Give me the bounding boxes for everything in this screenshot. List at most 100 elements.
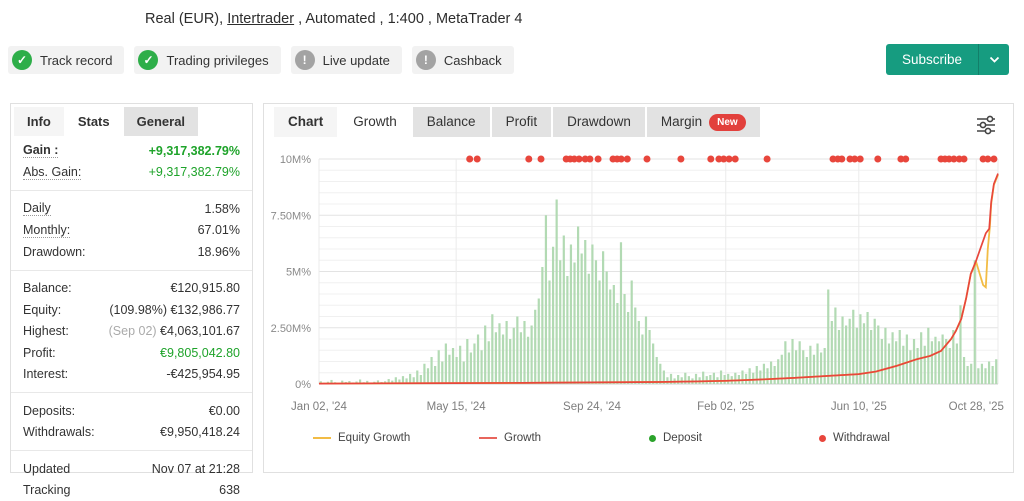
stat-value-updated: Nov 07 at 21:28 [152, 462, 240, 476]
tab-drawdown[interactable]: Drawdown [553, 107, 645, 137]
y-tick-label: 0% [295, 379, 311, 391]
tab-general[interactable]: General [124, 107, 198, 136]
badge-live-update[interactable]: ! Live update [291, 46, 402, 74]
tab-info[interactable]: Info [14, 107, 64, 136]
stat-value-abs-gain: +9,317,382.79% [149, 165, 240, 179]
stat-value-equity: (109.98%) €132,986.77 [109, 303, 240, 317]
y-axis-tick-labels: 0% 2.50M% 5M% 7.50M% 10M% [271, 154, 312, 391]
divider [11, 392, 252, 393]
stat-label-deposits: Deposits: [23, 404, 75, 418]
badge-label: Live update [323, 53, 390, 68]
badge-cashback[interactable]: ! Cashback [412, 46, 514, 74]
stat-label-abs-gain[interactable]: Abs. Gain: [23, 165, 81, 180]
legend-label: Deposit [663, 432, 702, 444]
legend-item-deposit[interactable]: Deposit [649, 432, 702, 444]
stat-row-updated: Updated Nov 07 at 21:28 [11, 458, 252, 480]
stat-value-highest-date: (Sep 02) [109, 324, 160, 338]
x-tick-label: Jun 10, '25 [831, 401, 887, 413]
account-title: Real (EUR), Intertrader , Automated , 1:… [145, 11, 522, 27]
stat-value-highest-amount: €4,063,101.67 [160, 324, 240, 338]
badge-track-record[interactable]: ✓ Track record [8, 46, 124, 74]
legend-item-growth[interactable]: Growth [479, 432, 541, 444]
y-tick-label: 5M% [286, 267, 311, 279]
tab-growth[interactable]: Growth [339, 107, 411, 137]
stats-panel-tabs: Info Stats General [11, 104, 252, 140]
exclamation-circle-icon: ! [416, 50, 436, 70]
broker-link[interactable]: Intertrader [227, 11, 294, 27]
legend-label: Withdrawal [833, 432, 890, 444]
stat-value-monthly: 67.01% [198, 223, 240, 237]
divider [11, 270, 252, 271]
exclamation-circle-icon: ! [295, 50, 315, 70]
legend-dot-swatch [819, 435, 826, 442]
status-badges: ✓ Track record ✓ Trading privileges ! Li… [8, 46, 514, 74]
chart-legend: Equity Growth Growth Deposit Withdrawal [264, 432, 1015, 452]
divider [11, 450, 252, 451]
tab-margin-label: Margin [661, 107, 702, 137]
stat-label-profit: Profit: [23, 346, 56, 360]
stat-value-interest: -€425,954.95 [166, 367, 240, 381]
tab-profit[interactable]: Profit [492, 107, 552, 137]
tab-stats[interactable]: Stats [65, 107, 123, 136]
chart-settings-button[interactable] [975, 115, 997, 140]
stat-value-gain: +9,317,382.79% [149, 144, 240, 158]
legend-label: Equity Growth [338, 432, 410, 444]
stat-value-withdrawals: €9,950,418.24 [160, 425, 240, 439]
stat-row-monthly: Monthly: 67.01% [11, 220, 252, 242]
stat-value-profit: €9,805,042.80 [160, 346, 240, 360]
stat-label-gain[interactable]: Gain : [23, 143, 58, 158]
stat-row-balance: Balance: €120,915.80 [11, 278, 252, 300]
legend-label: Growth [504, 432, 541, 444]
x-tick-label: Sep 24, '24 [563, 401, 621, 413]
stat-row-profit: Profit: €9,805,042.80 [11, 342, 252, 364]
stat-value-equity-amount: €132,986.77 [170, 303, 240, 317]
badge-trading-privileges[interactable]: ✓ Trading privileges [134, 46, 280, 74]
chart-panel: Chart Growth Balance Profit Drawdown Mar… [263, 103, 1014, 473]
stat-label-balance: Balance: [23, 281, 72, 295]
legend-dot-swatch [649, 435, 656, 442]
growth-bars-series [320, 200, 998, 385]
stat-label-equity: Equity: [23, 303, 61, 317]
new-badge: New [709, 114, 746, 131]
subscribe-split-button: Subscribe [886, 44, 1009, 75]
stat-value-drawdown: 18.96% [198, 245, 240, 259]
legend-line-swatch [313, 437, 331, 439]
legend-item-equity-growth[interactable]: Equity Growth [313, 432, 410, 444]
tab-balance[interactable]: Balance [413, 107, 490, 137]
stat-label-highest: Highest: [23, 324, 69, 338]
stat-row-interest: Interest: -€425,954.95 [11, 364, 252, 386]
tab-margin[interactable]: Margin New [647, 107, 760, 137]
stats-panel: Info Stats General Gain : +9,317,382.79%… [10, 103, 253, 473]
y-tick-label: 7.50M% [271, 210, 312, 222]
stat-value-deposits: €0.00 [209, 404, 240, 418]
subscribe-button[interactable]: Subscribe [886, 52, 978, 67]
x-tick-label: Jan 02, '24 [291, 401, 348, 413]
account-title-suffix: , Automated , 1:400 , MetaTrader 4 [294, 11, 522, 27]
check-circle-icon: ✓ [138, 50, 158, 70]
stat-value-tracking: 638 [219, 483, 240, 497]
subscribe-dropdown-button[interactable] [979, 56, 1009, 63]
stat-row-drawdown: Drawdown: 18.96% [11, 241, 252, 263]
stat-label-withdrawals: Withdrawals: [23, 425, 95, 439]
divider [11, 190, 252, 191]
stat-label-monthly[interactable]: Monthly: [23, 223, 70, 238]
badge-label: Trading privileges [166, 53, 268, 68]
stat-label-interest: Interest: [23, 367, 68, 381]
tab-chart[interactable]: Chart [274, 107, 337, 137]
legend-item-withdrawal[interactable]: Withdrawal [819, 432, 890, 444]
stat-label-drawdown: Drawdown: [23, 245, 86, 259]
stat-row-withdrawals: Withdrawals: €9,950,418.24 [11, 422, 252, 444]
stat-row-equity: Equity: (109.98%) €132,986.77 [11, 299, 252, 321]
stat-label-daily[interactable]: Daily [23, 201, 51, 216]
y-tick-label: 2.50M% [271, 323, 312, 335]
stat-label-updated: Updated [23, 462, 70, 476]
legend-line-swatch [479, 437, 497, 439]
y-tick-label: 10M% [280, 154, 311, 166]
stat-row-deposits: Deposits: €0.00 [11, 400, 252, 422]
x-tick-label: Oct 28, '25 [949, 401, 1004, 413]
stat-value-equity-pct: (109.98%) [109, 303, 170, 317]
stat-label-tracking: Tracking [23, 483, 70, 497]
